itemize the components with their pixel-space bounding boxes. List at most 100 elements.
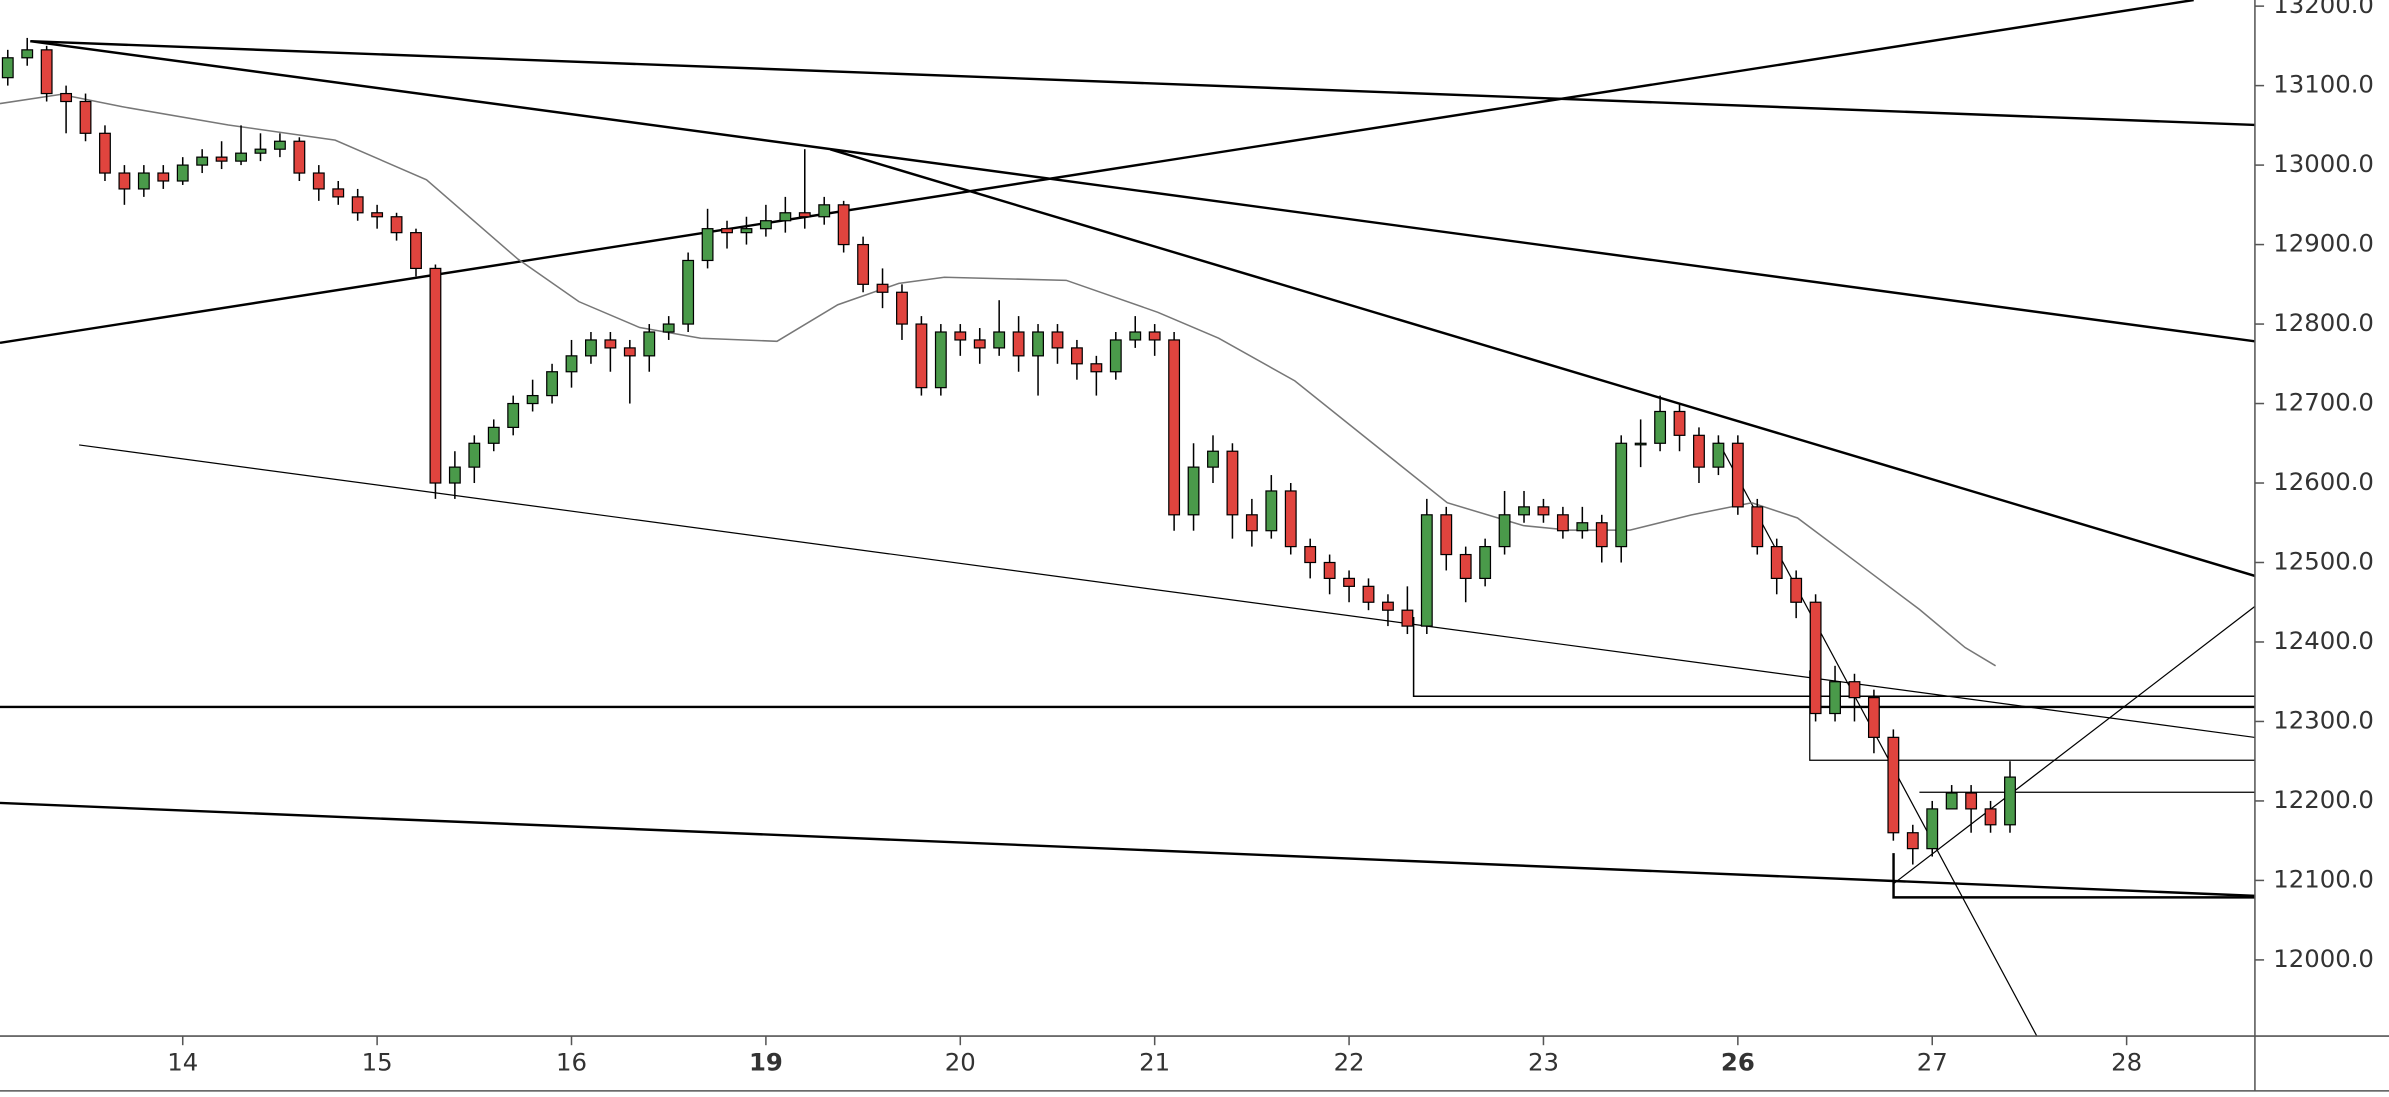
candle-body <box>779 212 792 222</box>
candle-body <box>1906 832 1919 850</box>
candle-body <box>1090 363 1103 373</box>
candle-body <box>1848 681 1861 699</box>
candle-body <box>1129 331 1142 341</box>
candle-body <box>1226 450 1239 516</box>
x-tick-label: 27 <box>1917 1047 1948 1076</box>
candle-body <box>1148 331 1161 341</box>
candle-body <box>1576 522 1589 532</box>
trend-line <box>30 39 2255 343</box>
candle-body <box>1556 514 1569 532</box>
candle-body <box>332 188 345 198</box>
x-tick-label: 20 <box>945 1047 976 1076</box>
x-tick-label: 15 <box>362 1047 393 1076</box>
candle-body <box>857 243 870 285</box>
candle-body <box>876 283 889 293</box>
candle-body <box>1731 442 1744 508</box>
candle-body <box>1693 434 1705 468</box>
candle-body <box>215 156 228 162</box>
trend-line <box>0 0 2194 345</box>
candle-body <box>1634 442 1647 446</box>
candle-body <box>1809 601 1822 715</box>
x-tick-label: 22 <box>1334 1047 1365 1076</box>
candle-body <box>1945 792 1958 810</box>
x-tick-label: 16 <box>556 1047 587 1076</box>
trend-line <box>1893 605 2255 885</box>
candle-body <box>526 394 539 405</box>
candle-body <box>896 291 908 325</box>
candle-body <box>429 267 442 484</box>
candle-body <box>507 402 520 428</box>
trend-line <box>79 444 2255 739</box>
candle-body <box>1207 450 1219 468</box>
y-tick-label: 12200.0 <box>2273 785 2374 814</box>
y-tick-label: 13200.0 <box>2273 0 2374 19</box>
candle-body <box>1401 609 1414 627</box>
x-tick-label: 23 <box>1528 1047 1559 1076</box>
candle-body <box>934 331 947 389</box>
x-tick-label: 21 <box>1139 1047 1170 1076</box>
candle-body <box>623 347 636 357</box>
candle-body <box>1887 736 1900 834</box>
trend-line <box>829 148 2255 578</box>
candle-body <box>701 228 714 262</box>
candle-body <box>1654 410 1667 444</box>
candle-body <box>1751 506 1764 548</box>
candle-body <box>351 196 364 214</box>
candle-body <box>1362 585 1375 603</box>
candle-body <box>468 442 481 468</box>
candle-body <box>585 339 597 357</box>
candle-body <box>1537 506 1550 516</box>
candle-body <box>1829 681 1841 715</box>
candle-body <box>157 172 170 182</box>
candle-body <box>1245 514 1258 532</box>
candle-body <box>118 172 131 190</box>
candle-body <box>1595 522 1608 548</box>
candle-body <box>1712 442 1725 468</box>
candle-body <box>759 220 772 230</box>
candle-body <box>293 140 306 174</box>
candle-body <box>99 132 111 174</box>
candle-body <box>1518 506 1530 516</box>
y-tick-label: 13100.0 <box>2273 70 2374 99</box>
y-tick-label: 12800.0 <box>2273 308 2374 337</box>
y-tick-label: 13000.0 <box>2273 149 2374 178</box>
x-tick-label: 14 <box>167 1047 198 1076</box>
candle-body <box>235 152 247 162</box>
candle-body <box>1498 514 1511 548</box>
candle-body <box>254 148 267 154</box>
candle-body <box>371 212 384 218</box>
y-tick-label: 12300.0 <box>2273 705 2374 734</box>
candle-body <box>1479 545 1492 580</box>
trend-line <box>0 801 2255 898</box>
trend-line <box>1717 441 2038 1037</box>
candle-body <box>993 331 1006 349</box>
candle-body <box>798 212 811 218</box>
candle-body <box>1168 339 1181 516</box>
x-tick-label: 28 <box>2111 1047 2142 1076</box>
candle-body <box>604 339 617 349</box>
y-tick-label: 12500.0 <box>2273 546 2374 575</box>
y-tick-label: 12100.0 <box>2273 864 2374 893</box>
candle-body <box>1265 490 1278 532</box>
y-tick-label: 12700.0 <box>2273 388 2374 417</box>
candle-body <box>1109 339 1122 373</box>
candle-body <box>682 259 695 325</box>
candle-body <box>1867 697 1880 738</box>
candle-body <box>1032 331 1044 357</box>
candle-body <box>1420 514 1433 627</box>
candle-body <box>1070 347 1083 365</box>
x-tick-label: 26 <box>1721 1047 1755 1076</box>
candle-body <box>721 228 733 234</box>
candle-body <box>1012 331 1025 357</box>
candle-body <box>40 49 53 95</box>
candle-body <box>273 140 286 150</box>
candle-body <box>1673 410 1686 436</box>
candle-body <box>1926 808 1939 850</box>
candle-body <box>915 323 928 389</box>
trend-line <box>30 39 2255 127</box>
candle-body <box>546 371 559 397</box>
y-tick-label: 12400.0 <box>2273 626 2374 655</box>
candle-body <box>2004 776 2016 826</box>
